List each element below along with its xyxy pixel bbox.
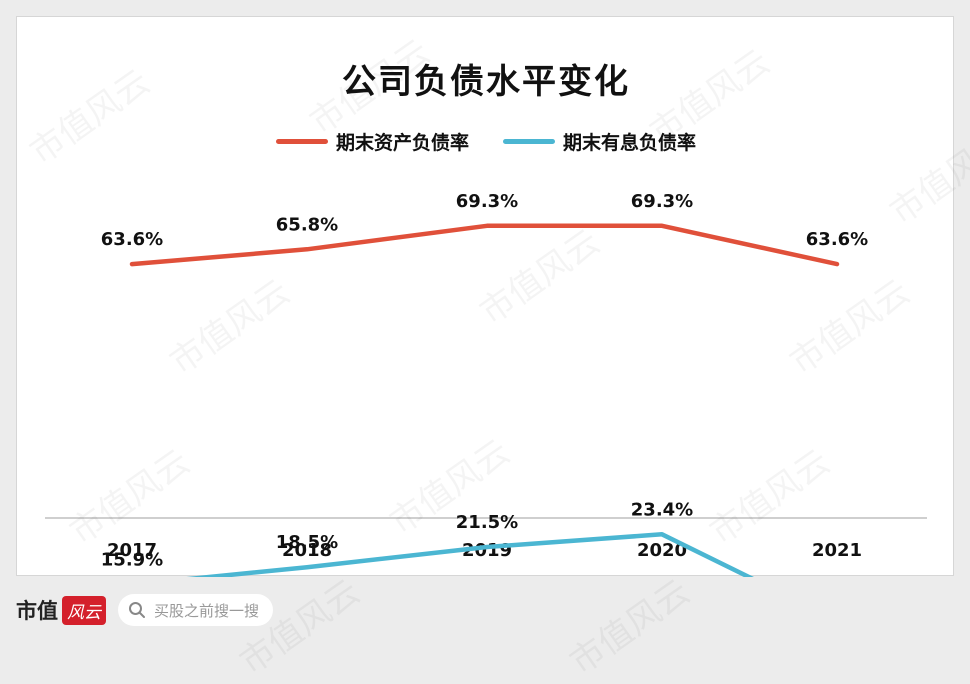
legend-label-interest-bearing: 期末有息负债率 [563,131,697,154]
data-label-s0-2018: 65.8% [276,214,338,235]
series-line-1 [186,532,754,577]
data-label-s0-2020: 69.3% [631,191,693,212]
footer-bar: 市值 风云 买股之前搜一搜 [16,592,274,628]
data-label-s1-2020: 23.4% [631,499,693,520]
legend-swatch-interest-bearing [503,138,555,144]
data-label-s1-2019: 21.5% [456,512,518,533]
legend-item-asset-liability: 期末资产负债率 [275,128,469,155]
data-label-s0-2021: 63.6% [806,229,868,250]
data-label-s1-2018: 18.5% [276,532,338,553]
legend-item-interest-bearing: 期末有息负债率 [503,128,696,155]
x-tick-label-2018: 2018 [282,540,332,561]
data-label-s0-2019: 69.3% [456,191,518,212]
chart-card: 公司负债水平变化 期末资产负债率 期末有息负债率 2017 2018 2019 202… [16,16,955,577]
search-box[interactable]: 买股之前搜一搜 [118,594,274,626]
x-tick-label-2017: 2017 [107,540,157,561]
legend: 期末资产负债率 期末有息负债率 [17,127,955,155]
data-label-s1-2017: 15.9% [101,550,163,571]
data-label-s0-2017: 63.6% [101,229,163,250]
brand-text: 市值 [16,598,58,623]
brand-seal: 风云 [62,595,106,625]
legend-label-asset-liability: 期末资产负债率 [335,131,469,154]
x-tick-label-2020: 2020 [637,540,687,561]
search-icon [129,602,145,618]
chart-title: 公司负债水平变化 [342,62,630,102]
series-line-0 [129,223,840,267]
x-tick-label-2021: 2021 [812,540,862,561]
legend-swatch-asset-liability [275,138,328,144]
search-placeholder: 买股之前搜一搜 [154,601,260,620]
brand-logo[interactable]: 市值 风云 [16,595,106,625]
